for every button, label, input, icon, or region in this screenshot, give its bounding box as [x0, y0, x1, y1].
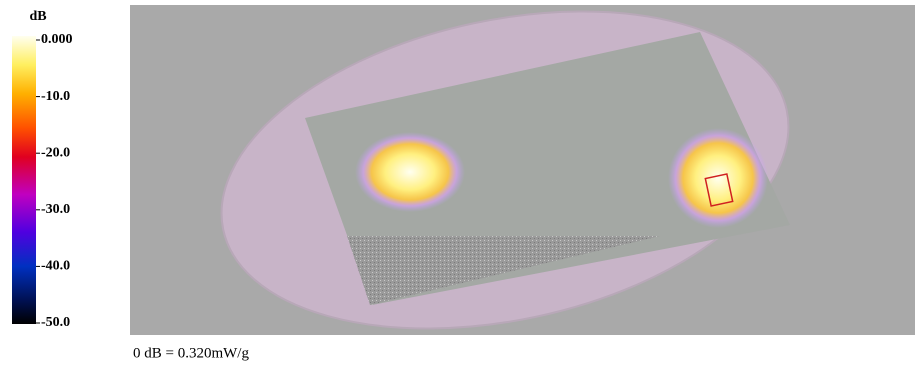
device-lower: [347, 236, 660, 305]
hotspot: [355, 132, 465, 212]
tick-label: -30.0: [41, 202, 70, 217]
tick-label: 0.000: [41, 32, 73, 47]
colorbar-unit: dB: [29, 9, 46, 24]
tick-label: -50.0: [41, 315, 70, 330]
tick-label: -10.0: [41, 89, 70, 104]
colorbar: [12, 36, 36, 324]
peak-marker: [704, 173, 734, 207]
colorbar-ticks: 0.000 -10.0 -20.0 -30.0 -40.0 -50.0: [36, 32, 73, 330]
tick-label: -20.0: [41, 145, 70, 160]
caption: 0 dB = 0.320mW/g: [133, 345, 249, 361]
tick-label: -40.0: [41, 259, 70, 274]
hotspot: [668, 128, 768, 228]
